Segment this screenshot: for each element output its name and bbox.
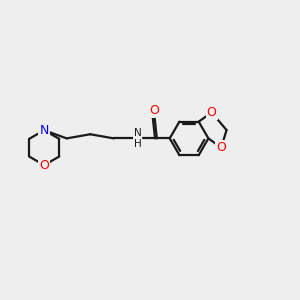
Text: N
H: N H [134, 128, 142, 149]
Text: O: O [216, 141, 226, 154]
Text: O: O [39, 159, 49, 172]
Text: N: N [40, 124, 49, 137]
Text: O: O [207, 106, 217, 119]
Text: O: O [150, 104, 160, 117]
